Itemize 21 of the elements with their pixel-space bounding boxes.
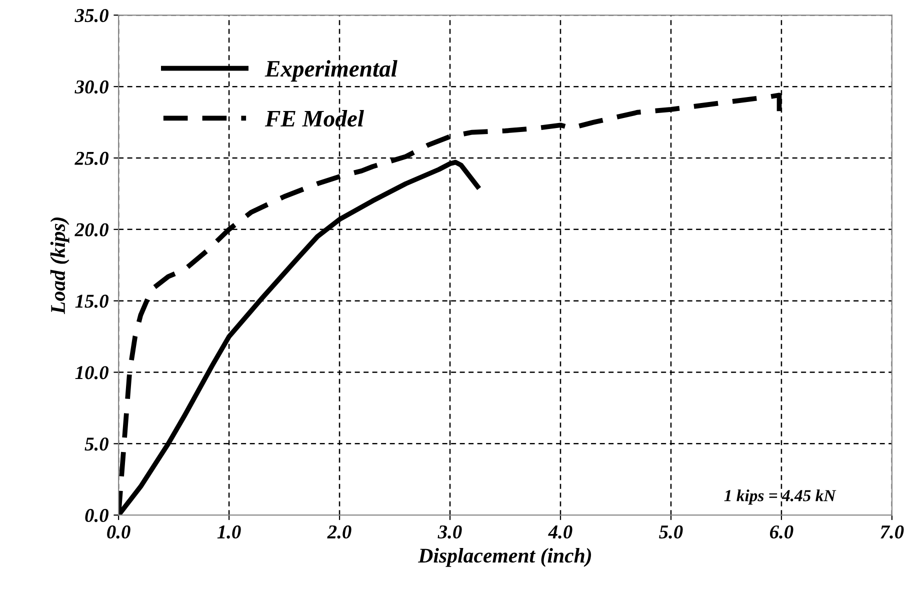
x-axis-title: Displacement (inch)	[418, 548, 592, 567]
y-tick-label: 35.0	[74, 8, 108, 22]
y-tick-label: 5.0	[84, 437, 108, 451]
x-tick-label: 1.0	[217, 525, 241, 539]
y-tick-label: 0.0	[85, 508, 108, 522]
legend-label: Experimental	[264, 60, 398, 82]
x-tick-label: 2.0	[327, 525, 352, 539]
x-tick-label: 4.0	[548, 525, 572, 539]
x-tick-label: 0.0	[107, 525, 130, 539]
y-axis-title: Load (kips)	[50, 218, 70, 314]
annotation: 1 kips = 4.45 kN	[724, 490, 836, 505]
legend-label: FE Model	[264, 110, 364, 127]
y-tick-label: 20.0	[74, 223, 108, 236]
y-tick-label: 25.0	[74, 152, 108, 166]
y-tick-label: 15.0	[75, 294, 108, 308]
x-tick-label: 7.0	[880, 525, 904, 539]
x-tick-label: 5.0	[659, 525, 683, 539]
x-tick-label: 3.0	[438, 525, 462, 539]
x-tick-label: 6.0	[770, 525, 794, 539]
y-tick-label: 10.0	[75, 366, 108, 380]
y-tick-label: 30.0	[74, 80, 108, 94]
